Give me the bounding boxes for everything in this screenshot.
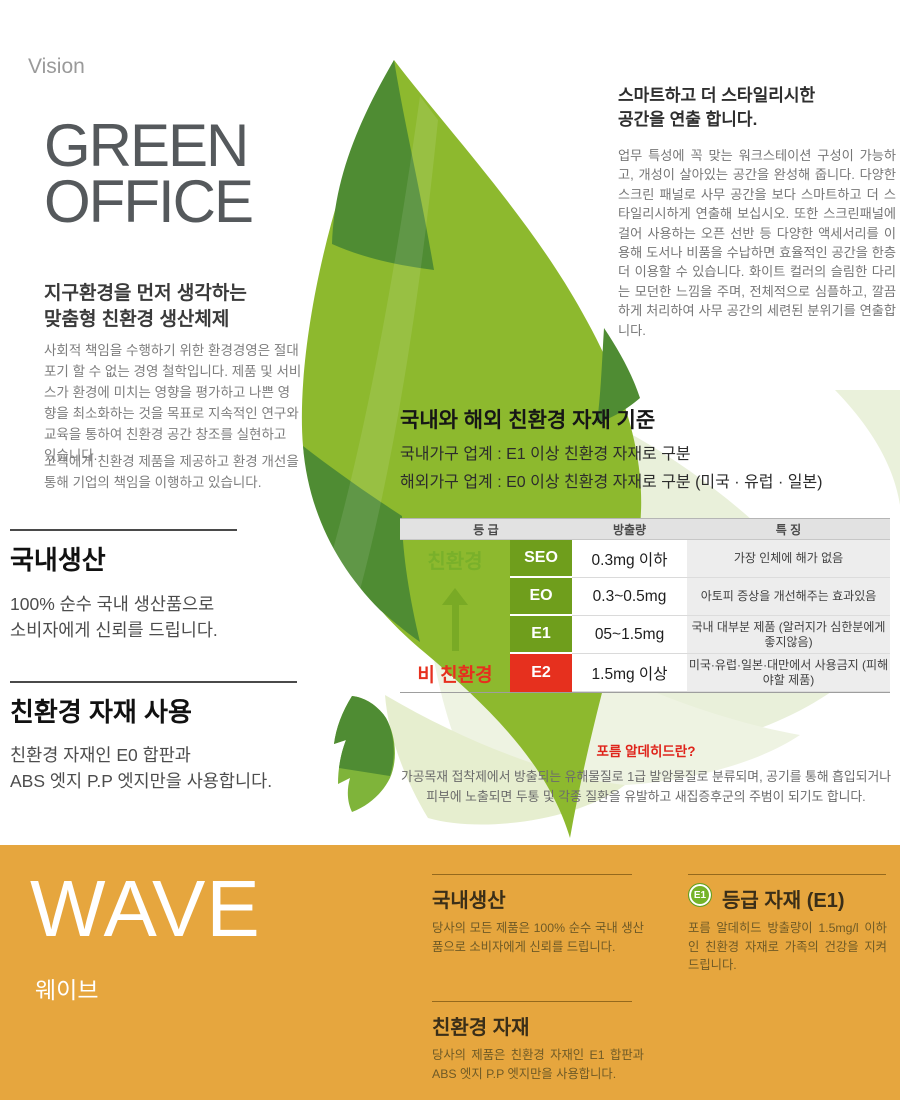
vision-label: Vision bbox=[28, 55, 85, 78]
section-divider bbox=[10, 529, 237, 531]
grade-table: 등 급 방출량 특 징 친환경 SEO 0.3mg 이하 가장 인체에 해가 없… bbox=[400, 518, 890, 693]
wave-domestic-body: 당사의 모든 제품은 100% 순수 국내 생산품으로 소비자에게 신뢰를 드립… bbox=[432, 921, 644, 954]
formaldehyde-body: 가공목재 접착제에서 방출되는 유해물질로 1급 발암물질로 분류되며, 공기를… bbox=[400, 769, 892, 804]
standards-lines: 국내가구 업계 : E1 이상 친환경 자재로 구분 해외가구 업계 : E0 … bbox=[400, 446, 823, 491]
wave-grade-body: 포름 알데히드 방출량이 1.5mg/l 이하인 친환경 자재로 가족의 건강을… bbox=[688, 921, 887, 973]
page-title: GREEN OFFICE bbox=[44, 112, 254, 236]
feature-cell: 가장 인체에 해가 없음 bbox=[687, 540, 890, 578]
wave-domestic-title: 국내생산 bbox=[432, 890, 506, 912]
formaldehyde-title: 포름 알데히드란? bbox=[596, 744, 696, 759]
table-bottom-border bbox=[400, 692, 890, 693]
non-eco-group-label: 비 친환경 bbox=[417, 664, 493, 686]
header-grade: 등 급 bbox=[473, 522, 499, 537]
wave-title: WAVE bbox=[30, 864, 261, 953]
wave-section: WAVE 웨이브 국내생산 당사의 모든 제품은 100% 순수 국내 생산품으… bbox=[0, 845, 900, 1100]
header-emission: 방출량 bbox=[612, 522, 647, 537]
emission-cell: 0.3mg 이하 bbox=[572, 540, 687, 578]
grade-cell: SEO bbox=[510, 540, 572, 578]
table-row: 친환경 SEO 0.3mg 이하 가장 인체에 해가 없음 bbox=[400, 540, 890, 578]
vision-paragraph-2: 고객에게 친환경 제품을 제공하고 환경 개선을 통해 기업의 책임을 이행하고… bbox=[44, 454, 299, 490]
eco-material-title: 친환경 자재 사용 bbox=[10, 697, 192, 727]
grade-cell: E2 bbox=[510, 654, 572, 692]
emission-cell: 05~1.5mg bbox=[572, 616, 687, 654]
e1-grade-icon: E1 bbox=[688, 883, 712, 907]
eco-group-label: 친환경 bbox=[427, 550, 483, 573]
wave-subtitle: 웨이브 bbox=[35, 977, 99, 1003]
section-divider bbox=[10, 681, 297, 683]
smart-space-title: 스마트하고 더 스타일리시한 공간을 연출 합니다. bbox=[618, 86, 816, 130]
grade-cell: E1 bbox=[510, 616, 572, 654]
wave-grade-title: 등급 자재 (E1) bbox=[722, 890, 845, 912]
table-row: EO 0.3~0.5mg 아토피 증상을 개선해주는 효과있음 bbox=[400, 578, 890, 616]
wave-eco-title: 친환경 자재 bbox=[432, 1017, 530, 1039]
vision-paragraph-1: 사회적 책임을 수행하기 위한 환경경영은 절대 포기 할 수 없는 경영 철학… bbox=[44, 343, 302, 463]
table-row: 비 친환경 E2 1.5mg 이상 미국·유럽·일본·대만에서 사용금지 (피해… bbox=[400, 654, 890, 692]
main-leaf-dark-top bbox=[332, 60, 434, 270]
wave-eco-body: 당사의 제품은 친환경 자재인 E1 합판과 ABS 엣지 P.P 엣지만을 사… bbox=[432, 1048, 644, 1081]
main-leaf-dark-bottom bbox=[303, 446, 420, 642]
wave-divider bbox=[432, 874, 632, 875]
wave-divider bbox=[688, 874, 886, 875]
main-leaf-dark-notch bbox=[597, 328, 640, 423]
grade-cell: EO bbox=[510, 578, 572, 616]
feature-cell: 국내 대부분 제품 (알러지가 심한분에게 좋지않음) bbox=[687, 616, 890, 654]
feature-cell: 미국·유럽·일본·대만에서 사용금지 (피해야할 제품) bbox=[687, 654, 890, 692]
emission-cell: 0.3~0.5mg bbox=[572, 578, 687, 616]
wave-divider bbox=[432, 1001, 632, 1002]
feature-cell: 아토피 증상을 개선해주는 효과있음 bbox=[687, 578, 890, 616]
standards-title: 국내와 해외 친환경 자재 기준 bbox=[400, 409, 656, 432]
header-feature: 특 징 bbox=[775, 522, 802, 537]
formaldehyde-note: 포름 알데히드란? 가공목재 접착제에서 방출되는 유해물질로 1급 발암물질로… bbox=[400, 740, 892, 807]
eco-production-subtitle: 지구환경을 먼저 생각하는 맞춤형 친환경 생산체제 bbox=[44, 283, 247, 331]
emission-cell: 1.5mg 이상 bbox=[572, 654, 687, 692]
eco-material-body: 친환경 자재인 E0 합판과 ABS 엣지 P.P 엣지만을 사용합니다. bbox=[10, 745, 273, 792]
grade-table-header: 등 급 방출량 특 징 bbox=[400, 518, 890, 540]
leaf-highlight-slash bbox=[330, 96, 438, 590]
pale-wedge-shape bbox=[835, 390, 900, 505]
smart-space-body: 업무 특성에 꼭 맞는 워크스테이션 구성이 가능하고, 개성이 살아있는 공간… bbox=[618, 148, 896, 338]
domestic-production-body: 100% 순수 국내 생산품으로 소비자에게 신뢰를 드립니다. bbox=[10, 594, 218, 641]
arrow-up-icon bbox=[442, 588, 468, 654]
domestic-production-title: 국내생산 bbox=[10, 545, 106, 575]
small-leaf-dark-top bbox=[334, 696, 394, 776]
table-row: E1 05~1.5mg 국내 대부분 제품 (알러지가 심한분에게 좋지않음) bbox=[400, 616, 890, 654]
